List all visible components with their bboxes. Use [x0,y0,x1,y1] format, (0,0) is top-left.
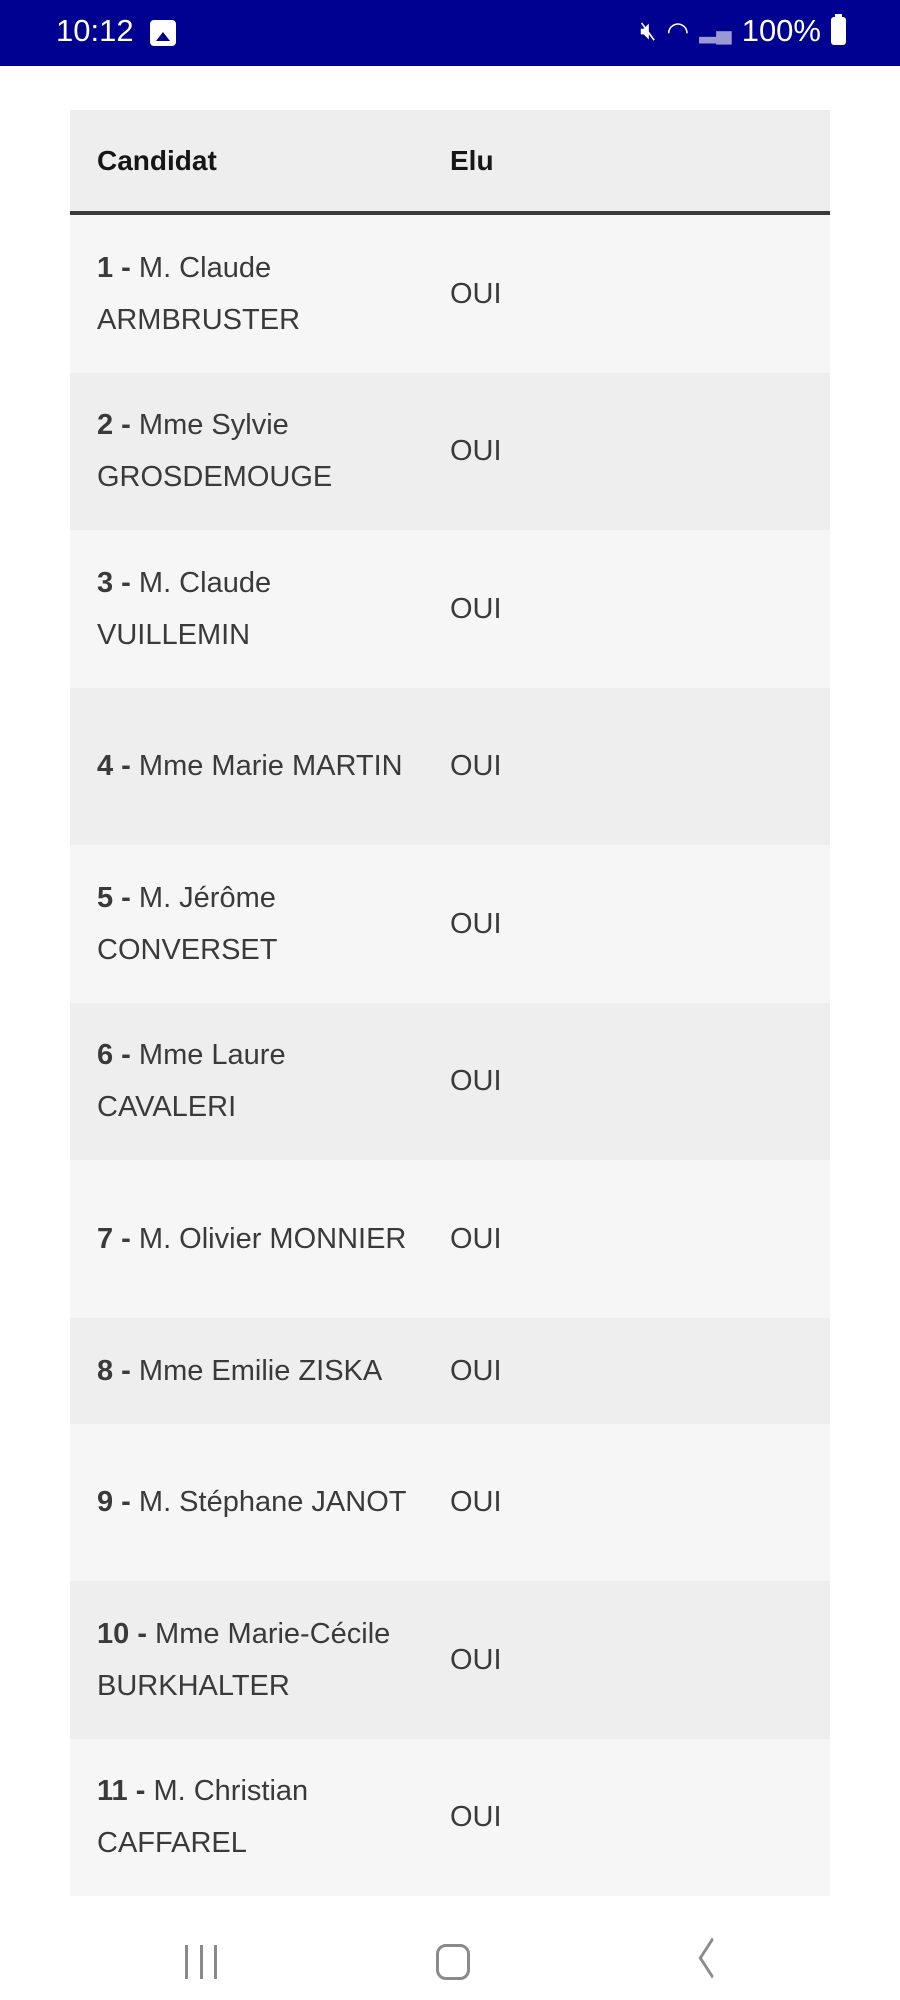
candidate-name: M. Stéphane JANOT [138,1486,407,1519]
candidate-cell: 11 - M. Christian CAFFAREL [70,1765,450,1869]
candidate-cell: 1 - M. Claude ARMBRUSTER [70,242,450,346]
table-row: 10 - Mme Marie-Cécile BURKHALTER OUI [70,1581,830,1739]
candidate-name: Mme Emilie ZISKA [138,1354,383,1387]
elected-cell: OUI [450,750,502,783]
candidate-number: 2 - [97,409,131,442]
candidate-name: Mme Laure CAVALERI [97,1039,286,1124]
candidate-cell: 7 - M. Olivier MONNIER [70,1213,450,1265]
candidate-number: 6 - [97,1039,131,1072]
mute-icon: 🔇︎ [640,15,657,45]
battery-level: 100% [741,13,821,48]
elected-cell: OUI [450,1801,502,1834]
elected-cell: OUI [450,592,502,625]
table-row: 7 - M. Olivier MONNIER OUI [70,1160,830,1318]
elected-cell: OUI [450,277,502,310]
candidate-cell: 3 - M. Claude VUILLEMIN [70,557,450,661]
table-row: 5 - M. Jérôme CONVERSET OUI [70,845,830,1003]
candidate-number: 8 - [97,1354,131,1387]
candidate-cell: 8 - Mme Emilie ZISKA [70,1345,450,1397]
recent-apps-icon[interactable] [185,1945,217,1979]
elected-cell: OUI [450,1486,502,1519]
candidate-number: 5 - [97,881,131,914]
candidate-name: Mme Marie-Cécile BURKHALTER [97,1617,391,1702]
candidate-cell: 10 - Mme Marie-Cécile BURKHALTER [70,1608,450,1712]
battery-icon [831,14,846,45]
candidate-number: 11 - [97,1775,146,1808]
candidate-number: 9 - [97,1486,131,1519]
elected-cell: OUI [450,1222,502,1255]
candidate-name: Mme Sylvie GROSDEMOUGE [97,409,333,494]
candidate-number: 3 - [97,566,131,599]
candidate-number: 10 - [97,1617,147,1650]
candidate-cell: 5 - M. Jérôme CONVERSET [70,872,450,976]
table-row: 4 - Mme Marie MARTIN OUI [70,687,830,845]
candidate-name: M. Claude VUILLEMIN [97,566,272,651]
android-nav-bar [0,1900,900,2000]
candidate-name: M. Olivier MONNIER [138,1222,407,1255]
header-candidate: Candidat [97,144,217,176]
table-header: Candidat Elu [70,110,830,215]
candidate-name: M. Claude ARMBRUSTER [97,251,301,336]
table-row: 6 - Mme Laure CAVALERI OUI [70,1002,830,1160]
table-row: 3 - M. Claude VUILLEMIN OUI [70,530,830,688]
candidate-number: 4 - [97,750,131,783]
results-table: Candidat Elu 1 - M. Claude ARMBRUSTER OUI… [70,110,830,1896]
table-row: 1 - M. Claude ARMBRUSTER OUI [70,215,830,373]
candidate-cell: 9 - M. Stéphane JANOT [70,1476,450,1528]
elected-cell: OUI [450,1065,502,1098]
gallery-notification-icon [150,20,176,46]
signal-icon: ▂▄ [699,18,732,43]
candidate-cell: 2 - Mme Sylvie GROSDEMOUGE [70,399,450,503]
elected-cell: OUI [450,907,502,940]
candidate-cell: 6 - Mme Laure CAVALERI [70,1029,450,1133]
table-row: 11 - M. Christian CAFFAREL OUI [70,1738,830,1896]
candidate-cell: 4 - Mme Marie MARTIN [70,740,450,792]
wifi-icon: ◠ [666,15,690,46]
table-row: 9 - M. Stéphane JANOT OUI [70,1423,830,1581]
table-body: 1 - M. Claude ARMBRUSTER OUI 2 - Mme Sylvi… [70,215,830,1896]
elected-cell: OUI [450,435,502,468]
home-icon[interactable] [436,1944,470,1980]
candidate-name: M. Jérôme CONVERSET [97,881,278,966]
status-bar: 10:12 🔇︎ ◠ ▂▄ 100% [0,0,900,66]
elected-cell: OUI [450,1354,502,1387]
header-elected: Elu [450,144,494,176]
elected-cell: OUI [450,1643,502,1676]
table-row: 8 - Mme Emilie ZISKA OUI [70,1317,830,1424]
candidate-number: 1 - [97,251,131,284]
back-icon[interactable] [698,1937,726,1979]
candidate-name: M. Christian CAFFAREL [97,1775,309,1860]
table-row: 2 - Mme Sylvie GROSDEMOUGE OUI [70,372,830,530]
clock: 10:12 [56,13,134,48]
candidate-number: 7 - [97,1222,131,1255]
candidate-name: Mme Marie MARTIN [138,750,403,783]
